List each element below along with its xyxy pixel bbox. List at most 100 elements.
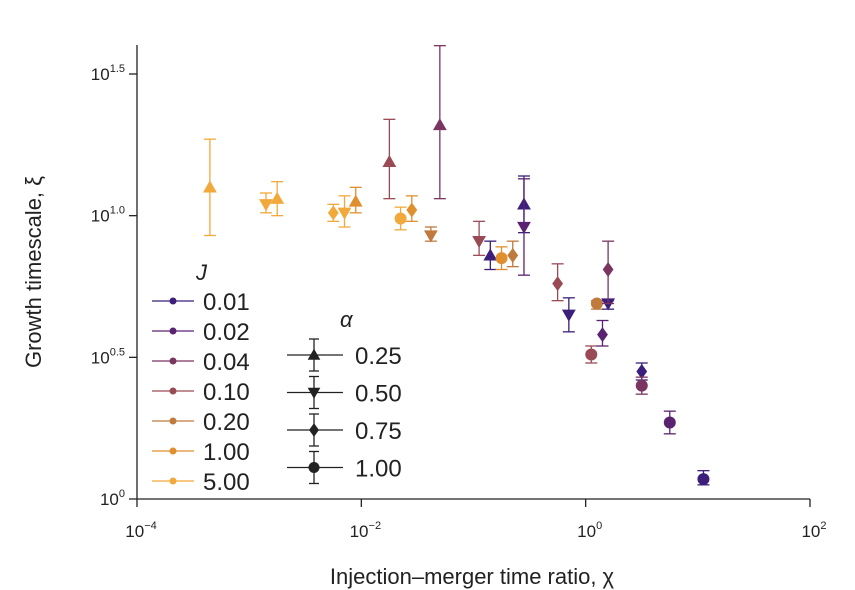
point-marker-diamond — [636, 364, 648, 379]
legend-alpha-marker-triangle-down — [307, 387, 321, 399]
y-tick-label-exponent: 0 — [119, 488, 125, 500]
point-marker-triangle-down — [601, 298, 615, 311]
x-tick-label: 10−2 — [350, 520, 381, 541]
data-point — [327, 203, 340, 222]
legend-alpha-marker-circle — [308, 462, 320, 473]
y-tick-label: 100 — [100, 488, 125, 509]
point-marker-triangle-down — [423, 230, 438, 243]
data-point — [697, 470, 710, 486]
data-point — [517, 178, 531, 276]
x-tick-label-base: 10 — [125, 522, 144, 541]
point-marker-circle — [394, 212, 407, 225]
point-marker-triangle-up — [348, 194, 363, 207]
y-tick-label-base: 10 — [91, 348, 110, 367]
point-marker-diamond — [327, 205, 339, 221]
data-point — [423, 226, 438, 243]
x-tick-label: 10−4 — [125, 520, 156, 541]
data-point — [348, 186, 363, 214]
point-marker-triangle-up — [270, 191, 285, 204]
y-tick-label: 101.5 — [91, 63, 125, 84]
data-point — [203, 138, 217, 237]
data-point — [561, 297, 576, 333]
data-point — [585, 345, 598, 364]
x-axis-ticks: 10−4 10−2 100 102 — [125, 499, 827, 541]
legend-alpha: α 0.25 0.50 0.75 1.00 — [287, 307, 402, 485]
legend-j-title: J — [195, 260, 208, 285]
x-tick-label-base: 10 — [350, 522, 369, 541]
legend-j-swatch-dot — [169, 417, 177, 425]
legend-alpha-marker-triangle-up — [307, 348, 321, 360]
data-point — [590, 297, 603, 310]
legend-j-label: 1.00 — [203, 439, 250, 466]
y-tick-label-base: 10 — [100, 490, 119, 509]
legend-alpha-entry: 0.75 — [287, 413, 402, 447]
point-marker-circle — [663, 416, 676, 429]
data-point — [432, 45, 447, 200]
legend-alpha-label: 0.75 — [355, 418, 402, 445]
legend-j-entry: 0.10 — [152, 379, 250, 406]
y-tick-label: 100.5 — [91, 346, 125, 367]
x-tick-label-exponent: −2 — [369, 520, 382, 532]
legend-j-swatch-dot — [169, 447, 177, 455]
x-tick-label-base: 10 — [801, 522, 820, 541]
y-tick-label-base: 10 — [91, 65, 110, 84]
legend-j-label: 0.20 — [203, 409, 250, 436]
legend-j-label: 0.10 — [203, 379, 250, 406]
point-marker-triangle-up — [483, 248, 498, 261]
legend-j-entry: 0.01 — [152, 289, 250, 316]
y-tick-label-exponent: 1.0 — [110, 205, 125, 217]
legend-alpha-entry: 0.50 — [287, 375, 402, 410]
legend-j-label: 0.04 — [203, 349, 250, 376]
legend-j-label: 0.02 — [203, 319, 250, 346]
x-tick-label-exponent: −4 — [144, 520, 157, 532]
x-tick-label-exponent: 2 — [820, 520, 826, 532]
data-point — [405, 195, 418, 222]
point-marker-diamond — [552, 276, 564, 292]
data-point — [382, 118, 397, 200]
point-marker-triangle-up — [203, 180, 217, 193]
legend-alpha-entries: 0.25 0.50 0.75 1.00 — [287, 338, 402, 485]
legend-alpha-marker-diamond — [309, 423, 319, 437]
legend-j-entries: 0.01 0.02 0.04 0.10 0.20 1.00 5.00 — [152, 289, 250, 496]
legend-alpha-label: 0.25 — [355, 343, 402, 370]
point-marker-diamond — [406, 202, 418, 218]
legend-j-label: 5.00 — [203, 469, 250, 496]
point-marker-circle — [697, 473, 710, 486]
data-point — [635, 376, 648, 395]
y-tick-label: 101.0 — [91, 205, 125, 226]
data-points — [203, 45, 710, 486]
legend-alpha-title: α — [340, 307, 354, 332]
x-tick-label: 102 — [801, 520, 826, 541]
y-tick-label-exponent: 0.5 — [110, 346, 125, 358]
data-point — [506, 240, 519, 268]
y-tick-label-base: 10 — [91, 207, 110, 226]
legend-j-swatch-dot — [169, 357, 177, 365]
data-point — [270, 181, 285, 217]
legend-j-entry: 5.00 — [152, 469, 250, 496]
legend-j-swatch-dot — [169, 477, 177, 485]
point-marker-diamond — [597, 327, 608, 343]
point-marker-circle — [635, 379, 648, 392]
data-point — [602, 240, 615, 305]
x-tick-label: 100 — [577, 520, 602, 541]
y-tick-label-exponent: 1.5 — [110, 63, 125, 75]
legend-alpha-entry: 0.25 — [287, 338, 402, 372]
data-point — [337, 195, 352, 228]
x-tick-label-exponent: 0 — [596, 520, 602, 532]
data-point — [551, 263, 564, 302]
legend-j: J 0.01 0.02 0.04 0.10 0.20 1.00 5.00 — [152, 260, 250, 496]
point-marker-circle — [585, 348, 598, 361]
legend-j-swatch-dot — [169, 387, 177, 395]
legend-j-swatch-dot — [169, 327, 177, 335]
point-marker-circle — [495, 252, 508, 265]
point-marker-triangle-down — [337, 207, 352, 220]
legend-j-entry: 1.00 — [152, 439, 250, 466]
point-marker-triangle-down — [472, 235, 487, 249]
legend-alpha-label: 1.00 — [355, 456, 402, 483]
legend-j-swatch-dot — [169, 297, 177, 305]
point-marker-diamond — [602, 262, 614, 277]
point-marker-diamond — [507, 247, 519, 263]
data-point — [394, 206, 407, 231]
y-axis-title: Growth timescale, ξ — [21, 176, 46, 368]
